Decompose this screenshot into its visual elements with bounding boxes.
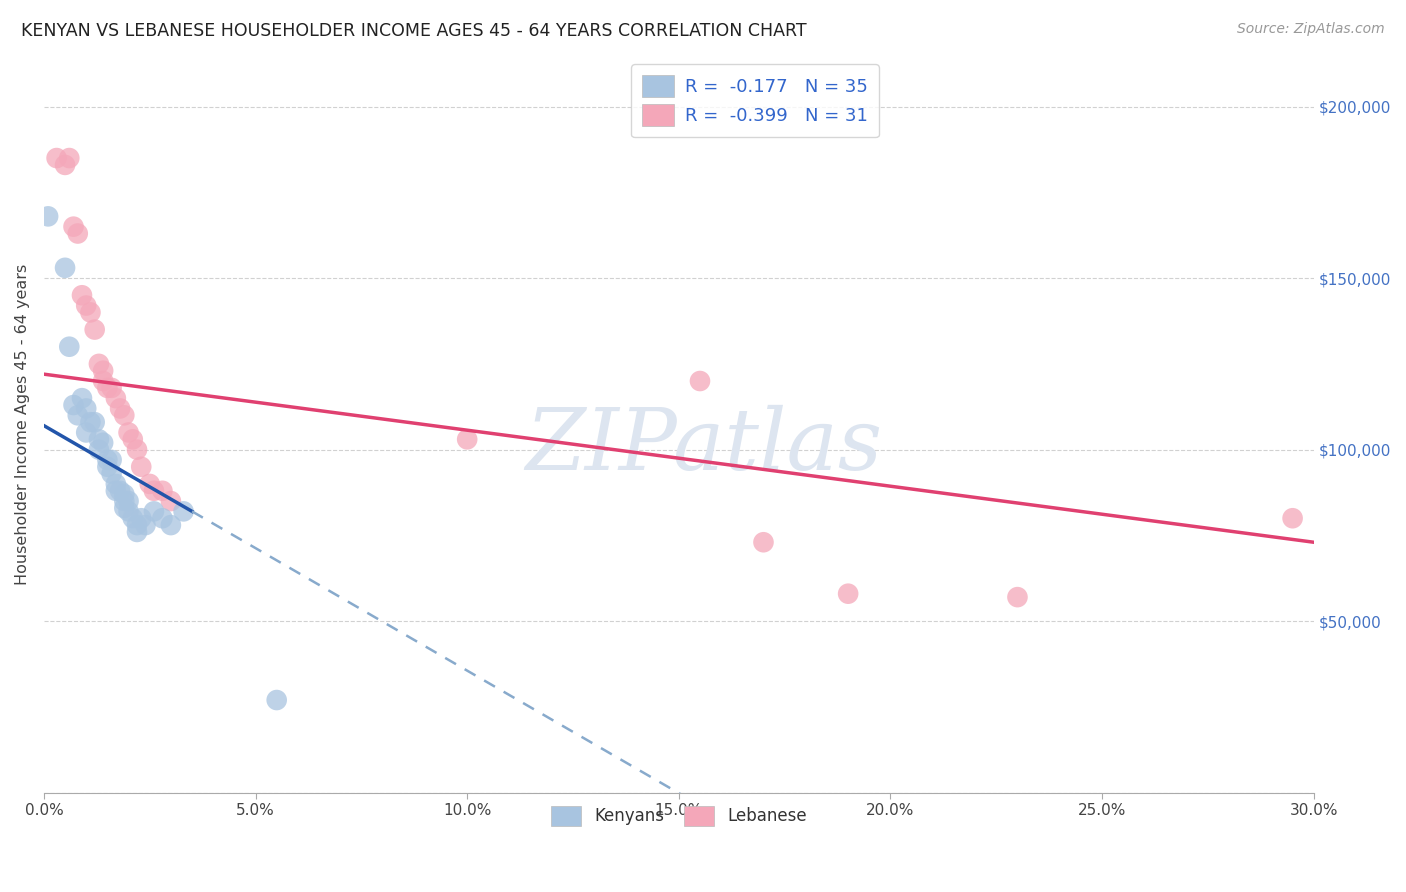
Point	[62, 219, 84, 234]
Point	[117, 425, 139, 440]
Point	[689, 374, 711, 388]
Point	[75, 425, 97, 440]
Point	[100, 381, 122, 395]
Point	[112, 500, 135, 515]
Point	[87, 357, 110, 371]
Point	[112, 494, 135, 508]
Point	[83, 415, 105, 429]
Point	[142, 483, 165, 498]
Point	[125, 518, 148, 533]
Point	[134, 518, 156, 533]
Point	[66, 227, 89, 241]
Point	[91, 364, 114, 378]
Point	[91, 435, 114, 450]
Point	[70, 391, 93, 405]
Point	[112, 487, 135, 501]
Text: Source: ZipAtlas.com: Source: ZipAtlas.com	[1237, 22, 1385, 37]
Point	[108, 483, 131, 498]
Point	[96, 381, 118, 395]
Legend: Kenyans, Lebanese: Kenyans, Lebanese	[541, 796, 817, 836]
Point	[58, 151, 80, 165]
Point	[121, 511, 143, 525]
Point	[752, 535, 775, 549]
Point	[66, 409, 89, 423]
Point	[108, 401, 131, 416]
Point	[53, 158, 76, 172]
Point	[266, 693, 288, 707]
Point	[112, 409, 135, 423]
Point	[53, 260, 76, 275]
Point	[58, 340, 80, 354]
Point	[117, 504, 139, 518]
Point	[62, 398, 84, 412]
Point	[104, 477, 127, 491]
Point	[75, 401, 97, 416]
Point	[152, 511, 174, 525]
Point	[173, 504, 195, 518]
Point	[142, 504, 165, 518]
Point	[456, 433, 478, 447]
Point	[87, 433, 110, 447]
Text: ZIPatlas: ZIPatlas	[526, 405, 883, 487]
Point	[160, 494, 183, 508]
Point	[1007, 590, 1029, 604]
Point	[70, 288, 93, 302]
Point	[91, 374, 114, 388]
Point	[37, 210, 59, 224]
Point	[100, 453, 122, 467]
Point	[79, 305, 101, 319]
Point	[104, 483, 127, 498]
Point	[125, 442, 148, 457]
Text: KENYAN VS LEBANESE HOUSEHOLDER INCOME AGES 45 - 64 YEARS CORRELATION CHART: KENYAN VS LEBANESE HOUSEHOLDER INCOME AG…	[21, 22, 807, 40]
Point	[100, 467, 122, 481]
Y-axis label: Householder Income Ages 45 - 64 years: Householder Income Ages 45 - 64 years	[15, 263, 30, 584]
Point	[45, 151, 67, 165]
Point	[79, 415, 101, 429]
Point	[117, 494, 139, 508]
Point	[837, 587, 859, 601]
Point	[152, 483, 174, 498]
Point	[87, 442, 110, 457]
Point	[96, 453, 118, 467]
Point	[96, 459, 118, 474]
Point	[83, 322, 105, 336]
Point	[125, 524, 148, 539]
Point	[138, 477, 160, 491]
Point	[104, 391, 127, 405]
Point	[129, 511, 152, 525]
Point	[75, 299, 97, 313]
Point	[1281, 511, 1303, 525]
Point	[129, 459, 152, 474]
Point	[160, 518, 183, 533]
Point	[121, 433, 143, 447]
